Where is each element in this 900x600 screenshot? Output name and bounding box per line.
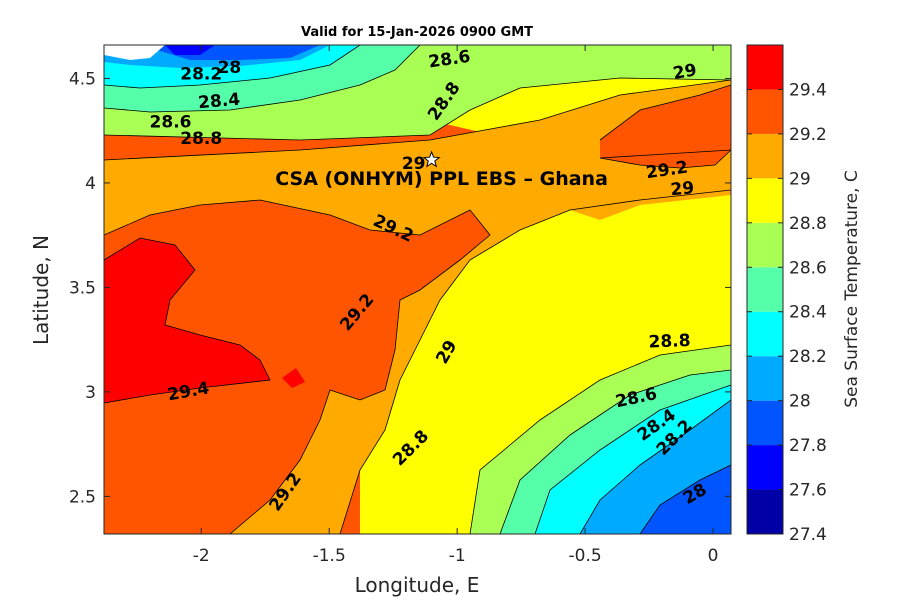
colorbar: 27.4 27.6 27.8 28 28.2 28.4 28.6 28.8 29 29.2 29.4	[746, 44, 827, 545]
contour-label: 28.2	[180, 64, 222, 84]
contour-label: 29	[672, 60, 699, 84]
x-axis-label: Longitude, E	[355, 573, 480, 597]
contour-label: 28.8	[648, 331, 691, 352]
colorbar-tick-label: 28	[789, 392, 811, 412]
site-label: CSA (ONHYM) PPL EBS – Ghana	[275, 168, 608, 190]
y-tick-label: 4.5	[69, 69, 96, 89]
x-tick-label: -1	[449, 546, 466, 566]
colorbar-swatch	[747, 267, 783, 312]
colorbar-swatch	[747, 133, 783, 179]
x-axis: -2 -1.5 -1 -0.5 0	[193, 45, 719, 566]
colorbar-swatch	[747, 311, 783, 357]
contour-label: 28	[218, 58, 242, 78]
colorbar-label: Sea Surface Temperature, C	[842, 170, 862, 408]
colorbar-swatch	[747, 356, 783, 401]
y-tick-label: 2.5	[69, 487, 96, 507]
colorbar-tick-label: 27.4	[789, 525, 827, 545]
plot-frame	[103, 44, 732, 535]
colorbar-swatch	[747, 178, 783, 223]
colorbar-tick-label: 28.8	[789, 214, 827, 234]
colorbar-swatch	[747, 222, 783, 268]
colorbar-swatch	[747, 489, 783, 534]
region-27-8-se	[640, 465, 731, 534]
x-tick-label: -2	[193, 546, 210, 566]
colorbar-swatch	[747, 445, 783, 490]
chart-title: Valid for 15-Jan-2026 0900 GMT	[301, 25, 533, 40]
region-29-4-core	[104, 238, 270, 403]
colorbar-tick-label: 28.6	[789, 258, 827, 278]
y-axis-label: Latitude, N	[29, 235, 53, 345]
colorbar-tick-label: 29	[789, 169, 811, 189]
region-29-2-ne	[600, 85, 731, 168]
y-tick-label: 3	[85, 383, 96, 403]
colorbar-tick-label: 29.4	[789, 80, 827, 100]
y-tick-label: 4	[85, 174, 96, 194]
x-tick-label: -0.5	[569, 546, 602, 566]
contour-label: 28.8	[180, 129, 222, 149]
contour-label: 29	[402, 154, 426, 174]
colorbar-tick-label: 28.4	[789, 303, 827, 323]
region-29-2-left	[104, 200, 490, 534]
x-tick-label: -1.5	[313, 546, 346, 566]
contour-label: 28.6	[150, 112, 192, 132]
contour-fill-layer	[104, 45, 731, 534]
region-nodata-north	[104, 45, 165, 60]
colorbar-tick-label: 27.6	[789, 481, 827, 501]
colorbar-swatch	[747, 400, 783, 446]
y-axis: 2.5 3 3.5 4 4.5	[69, 69, 731, 507]
colorbar-tick-label: 28.2	[789, 347, 827, 367]
annotation-layer: CSA (ONHYM) PPL EBS – Ghana	[275, 150, 608, 190]
colorbar-swatch	[747, 89, 783, 134]
region-29-0-orange	[104, 80, 731, 534]
colorbar-tick-label: 27.8	[789, 436, 827, 456]
x-tick-label: 0	[708, 546, 719, 566]
colorbar-tick-label: 29.2	[789, 125, 827, 145]
region-29-0-east	[570, 190, 731, 220]
contour-label: 28.4	[197, 90, 241, 114]
contour-lines	[104, 45, 731, 534]
colorbar-frame	[746, 44, 784, 535]
contour-label: 29	[670, 178, 695, 200]
region-29-4-spot	[282, 368, 305, 388]
y-tick-label: 3.5	[69, 278, 96, 298]
region-27-6-north	[165, 45, 215, 55]
site-star-marker	[422, 150, 441, 168]
colorbar-swatch	[747, 45, 783, 90]
